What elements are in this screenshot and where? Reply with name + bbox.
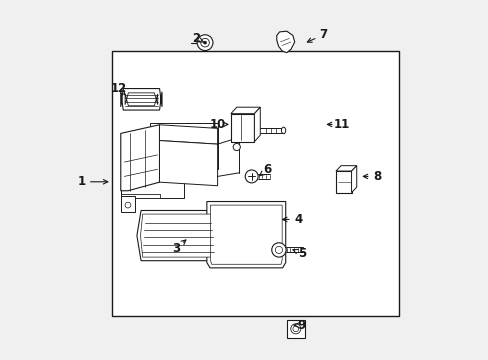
Text: 4: 4: [294, 213, 302, 226]
Polygon shape: [121, 148, 183, 198]
Text: 11: 11: [332, 118, 349, 131]
Text: 6: 6: [263, 163, 271, 176]
Polygon shape: [125, 93, 158, 106]
Polygon shape: [140, 214, 215, 257]
Polygon shape: [230, 107, 260, 114]
Bar: [112, 51, 398, 316]
Polygon shape: [149, 123, 217, 169]
Circle shape: [275, 246, 282, 253]
Polygon shape: [159, 140, 217, 186]
Ellipse shape: [292, 326, 298, 332]
Polygon shape: [210, 205, 282, 264]
Polygon shape: [121, 194, 159, 198]
Polygon shape: [121, 89, 162, 110]
Polygon shape: [121, 196, 135, 212]
Polygon shape: [230, 114, 254, 141]
Text: 2: 2: [192, 32, 200, 45]
Circle shape: [203, 41, 206, 44]
Text: 1: 1: [77, 175, 85, 188]
Circle shape: [125, 202, 131, 208]
Text: 7: 7: [319, 28, 327, 41]
Text: 3: 3: [172, 242, 180, 255]
Circle shape: [233, 143, 240, 150]
Text: 5: 5: [297, 247, 305, 260]
Polygon shape: [206, 202, 285, 268]
Polygon shape: [121, 125, 159, 191]
Polygon shape: [351, 166, 356, 193]
Text: 8: 8: [372, 170, 381, 183]
Circle shape: [197, 35, 212, 50]
Bar: [286, 320, 304, 338]
Circle shape: [271, 243, 285, 257]
Circle shape: [201, 39, 209, 47]
Polygon shape: [276, 31, 294, 53]
Polygon shape: [137, 211, 219, 261]
Polygon shape: [335, 171, 351, 193]
Polygon shape: [335, 166, 356, 171]
Circle shape: [244, 170, 258, 183]
Ellipse shape: [281, 127, 285, 134]
Text: 12: 12: [111, 82, 127, 95]
Polygon shape: [159, 125, 217, 144]
Ellipse shape: [290, 324, 300, 334]
Text: 9: 9: [297, 319, 305, 332]
Polygon shape: [254, 107, 260, 141]
Text: 10: 10: [209, 118, 225, 131]
